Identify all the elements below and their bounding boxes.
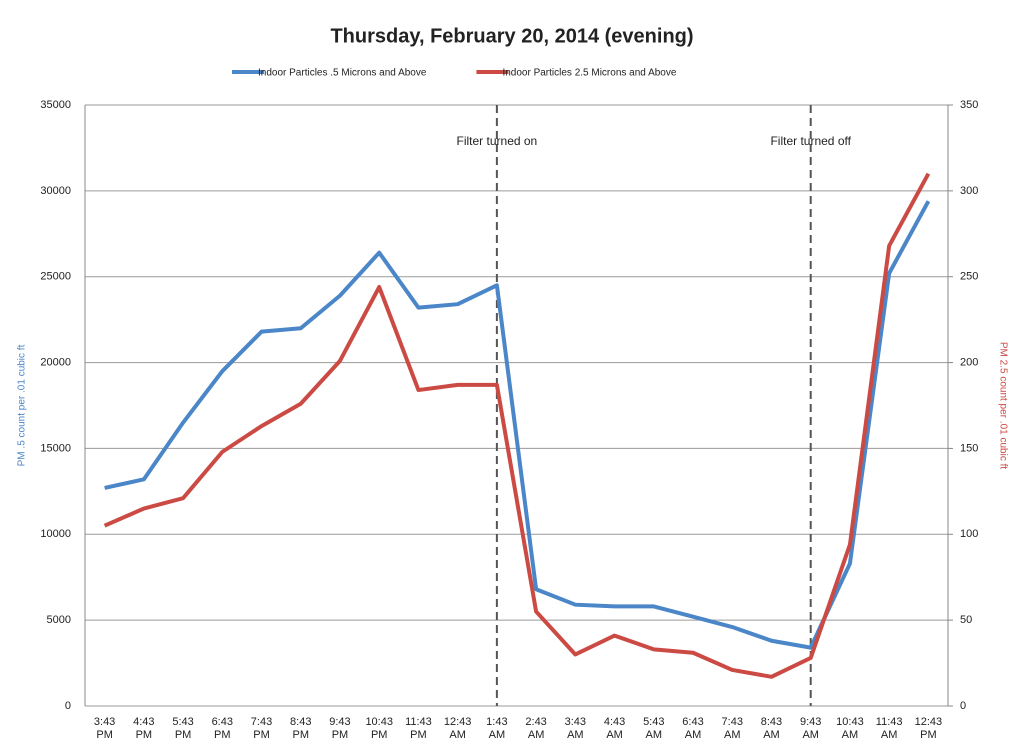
y2-tick-label: 200 [960,356,978,368]
x-tick-label: 1:43 AM [486,716,508,741]
y2-tick-label: 150 [960,442,978,454]
y-tick-label: 5000 [47,614,71,626]
y-axis-title: PM .5 count per .01 cubic ft [17,344,28,466]
x-tick-label: 7:43 PM [250,716,273,741]
legend-label: Indoor Particles .5 Microns and Above [258,68,427,79]
x-tick-label: 9:43 AM [799,716,822,741]
y2-tick-label: 300 [960,185,978,197]
y2-tick-label: 50 [960,614,972,626]
x-tick-label: 8:43 PM [290,716,312,741]
x-tick-label: 12:43 AM [443,716,472,741]
y-tick-label: 15000 [40,442,71,454]
series-line [103,172,931,679]
y2-tick-label: 350 [960,99,978,111]
chart-title: Thursday, February 20, 2014 (evening) [330,25,693,47]
x-tick-label: 10:43 PM [365,716,393,741]
x-tick-label: 12:43 PM [914,716,943,741]
y-tick-label: 0 [65,700,71,712]
x-tick-label: 9:43 PM [329,716,351,741]
x-tick-label: 10:43 AM [836,716,864,741]
y-tick-label: 10000 [40,528,71,540]
y-tick-label: 25000 [40,271,71,283]
y2-tick-label: 0 [960,700,966,712]
x-tick-label: 5:43 AM [643,716,665,741]
annotation: Filter turned off [770,134,851,148]
x-tick-label: 3:43 PM [93,716,116,741]
x-tick-label: 4:43 AM [603,716,626,741]
x-tick-label: 7:43 AM [721,716,743,741]
y2-axis-title: PM 2.5 count per .01 cubic ft [997,342,1008,470]
x-tick-label: 11:43 AM [875,716,903,741]
x-tick-label: 11:43 PM [405,716,432,741]
annotation: Filter turned on [457,134,538,148]
legend-label: Indoor Particles 2.5 Microns and Above [502,68,676,79]
y-tick-label: 35000 [40,99,71,111]
y2-tick-label: 100 [960,528,978,540]
x-tick-label: 6:43 PM [211,716,233,741]
y-tick-label: 20000 [40,356,71,368]
x-tick-label: 3:43 AM [564,716,587,741]
y2-tick-label: 250 [960,271,978,283]
x-tick-label: 2:43 AM [525,716,547,741]
x-tick-label: 8:43 AM [760,716,783,741]
x-tick-label: 6:43 AM [682,716,704,741]
x-tick-label: 4:43 PM [133,716,155,741]
x-tick-label: 5:43 PM [172,716,194,741]
series-line [104,200,931,650]
y-tick-label: 30000 [40,185,71,197]
